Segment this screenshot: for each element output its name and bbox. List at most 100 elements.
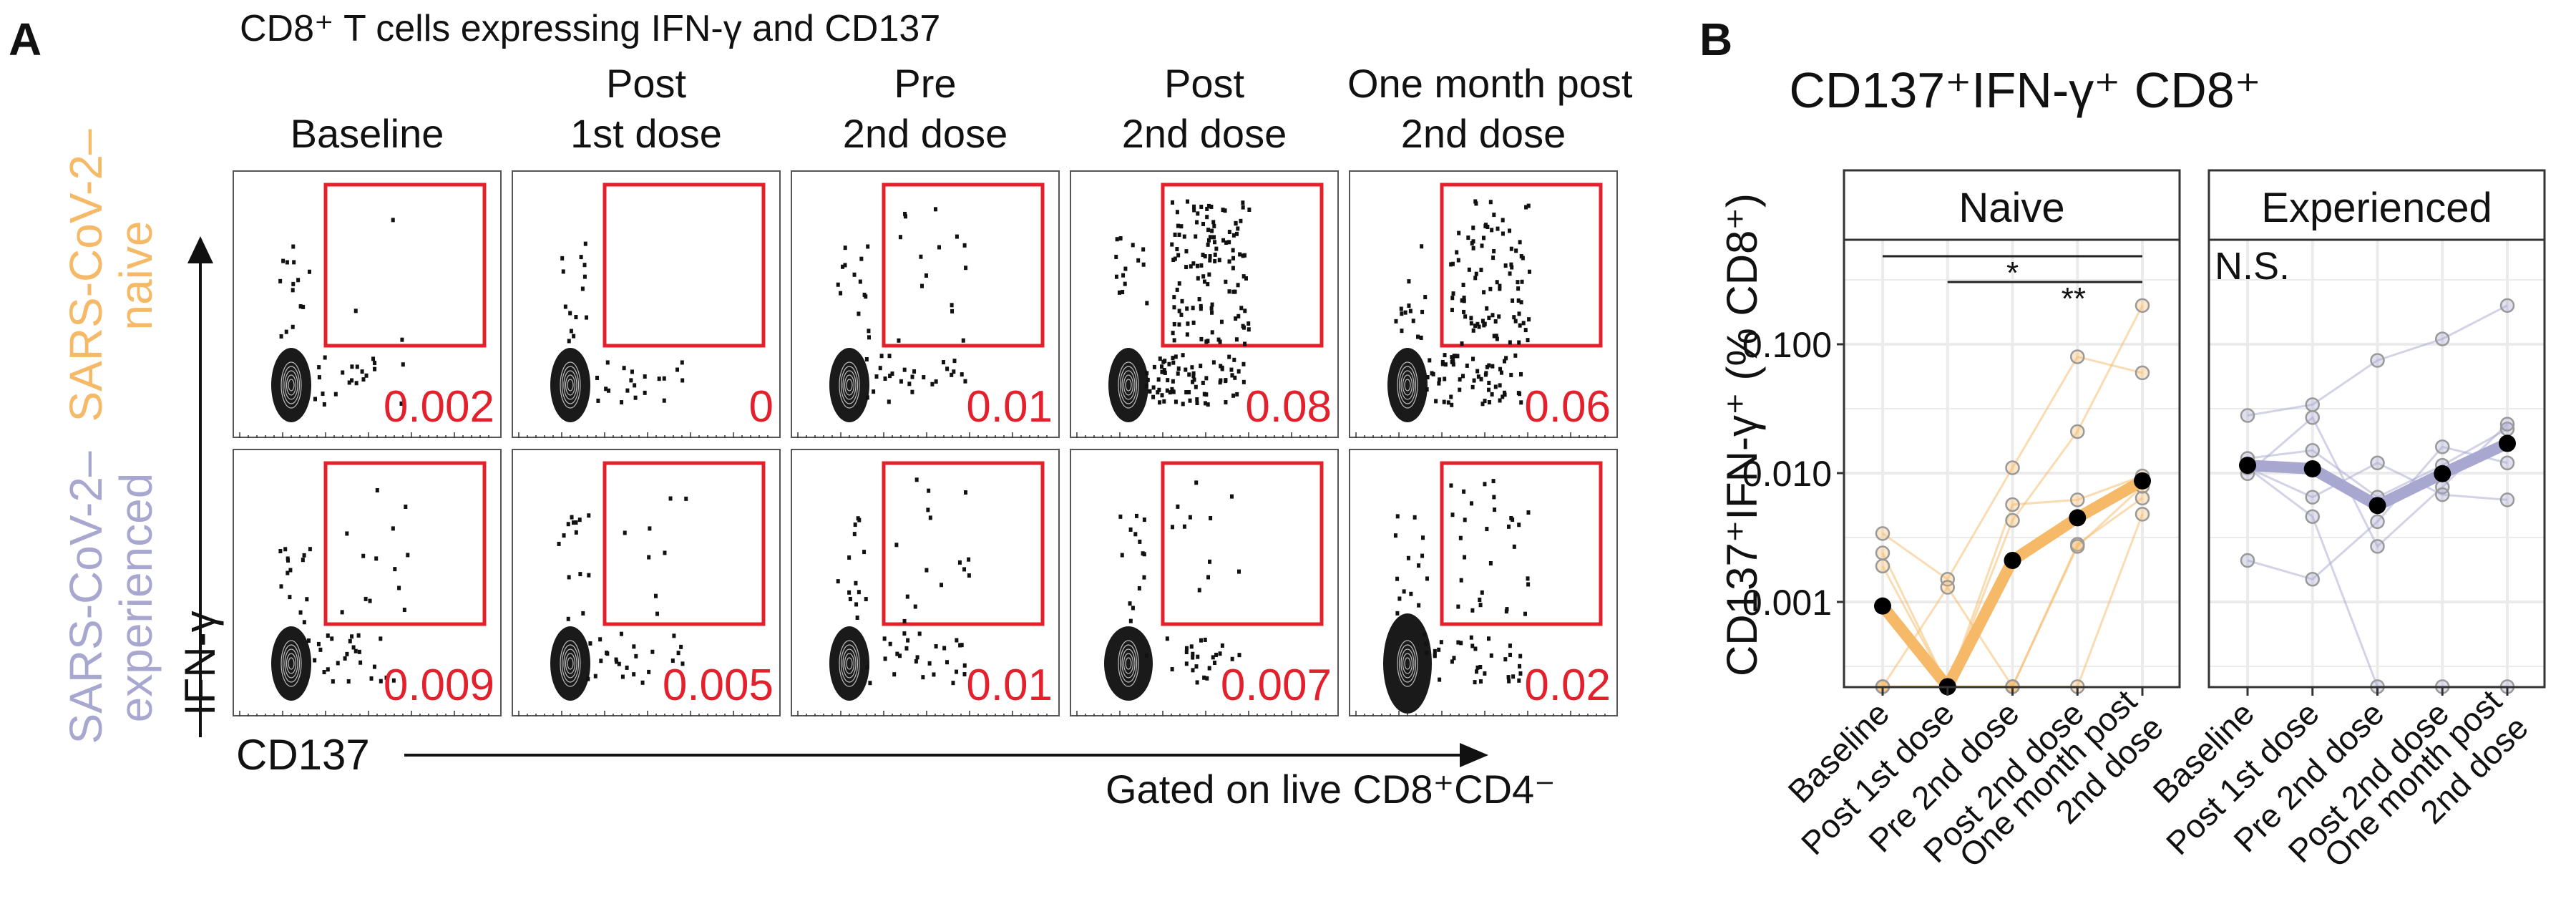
event-dot (847, 555, 852, 560)
event-dot (1176, 504, 1180, 509)
density-contour (288, 657, 295, 670)
event-dot (619, 631, 623, 636)
event-dot (1463, 555, 1467, 560)
event-dot (926, 507, 930, 512)
event-dot (1145, 371, 1149, 376)
event-dot (883, 656, 887, 661)
event-dot (1142, 517, 1146, 522)
event-dot (1237, 653, 1241, 658)
flow-plot: 0.01 (791, 170, 1060, 438)
event-dot (1213, 661, 1217, 666)
event-dot (864, 357, 869, 362)
event-dot (1192, 204, 1196, 209)
event-dot (1463, 517, 1467, 522)
subject-point (2499, 417, 2515, 432)
event-dot (1492, 248, 1496, 253)
mean-point (1874, 597, 1891, 615)
density-contour (1402, 653, 1413, 674)
event-dot (1181, 353, 1185, 358)
event-dot (1184, 649, 1189, 654)
event-dot (1491, 364, 1495, 369)
event-dot (883, 376, 887, 381)
flow-plot-canvas (1076, 183, 1327, 438)
event-dot (1450, 296, 1455, 301)
flow-plot-canvas (518, 183, 769, 438)
event-dot (920, 283, 924, 288)
event-dot (672, 633, 676, 638)
event-dot (1241, 200, 1245, 205)
density-contour (839, 361, 860, 409)
event-dot (1224, 400, 1228, 405)
event-dot (879, 354, 884, 359)
event-dot (1497, 314, 1501, 319)
density-contour (1119, 644, 1138, 683)
event-dot (1518, 240, 1522, 245)
event-dot (934, 207, 938, 212)
event-dot (1197, 588, 1201, 593)
event-dot (963, 490, 967, 495)
event-dot (650, 649, 655, 654)
event-dot (1158, 400, 1162, 405)
event-dot (333, 392, 338, 397)
event-dot (852, 272, 857, 277)
event-dot (1513, 319, 1518, 324)
event-dot (288, 595, 292, 600)
event-dot (1207, 666, 1211, 671)
event-dot (1473, 680, 1477, 685)
event-dot (858, 279, 862, 284)
event-dot (279, 334, 283, 339)
facet-strip-label: Experienced (2261, 185, 2492, 231)
event-dot (1121, 273, 1126, 278)
event-dot (1470, 240, 1474, 246)
event-dot (285, 260, 289, 265)
event-dot (574, 530, 578, 535)
density-contour (1398, 366, 1417, 404)
event-dot (1208, 235, 1212, 240)
event-dot (1234, 316, 1238, 321)
event-dot (373, 366, 377, 371)
event-dot (1443, 376, 1447, 381)
event-dot (905, 594, 909, 599)
event-dot (1393, 533, 1397, 538)
event-dot (580, 286, 585, 291)
density-contour (840, 644, 859, 683)
density-contour (1118, 640, 1139, 687)
event-dot (1191, 371, 1196, 376)
event-dot (1527, 317, 1531, 322)
column-header-line1: One month post (1347, 61, 1633, 106)
cd137-axis-arrow (404, 743, 1488, 767)
event-dot (322, 402, 326, 407)
event-dot (662, 376, 666, 381)
panel-b-letter: B (1699, 14, 1733, 65)
event-dot (1202, 279, 1206, 284)
event-dot (1509, 262, 1513, 267)
mean-point (2004, 552, 2021, 570)
event-dot (1456, 604, 1460, 609)
flow-plot: 0.02 (1349, 449, 1618, 716)
event-dot (878, 366, 882, 371)
event-dot (1191, 374, 1196, 379)
event-dot (1508, 340, 1512, 345)
event-dot (890, 371, 894, 376)
event-dot (1456, 258, 1460, 263)
event-dot (1442, 399, 1446, 404)
event-dot (1182, 524, 1186, 529)
event-dot (1202, 675, 1206, 680)
event-dot (561, 269, 565, 274)
event-dot (1498, 286, 1502, 291)
mean-point (2069, 509, 2087, 527)
event-dot (296, 278, 301, 283)
event-dot (336, 661, 340, 666)
subject-point (2435, 331, 2450, 346)
event-dot (864, 597, 868, 602)
event-dot (853, 522, 857, 528)
event-dot (1121, 290, 1125, 295)
event-dot (1223, 208, 1227, 213)
event-dot (1191, 320, 1196, 325)
event-dot (1443, 362, 1448, 367)
event-dot (1177, 322, 1181, 327)
event-dot (1521, 256, 1525, 261)
event-dot (321, 392, 325, 397)
event-dot (1241, 361, 1246, 366)
event-dot (317, 365, 321, 370)
